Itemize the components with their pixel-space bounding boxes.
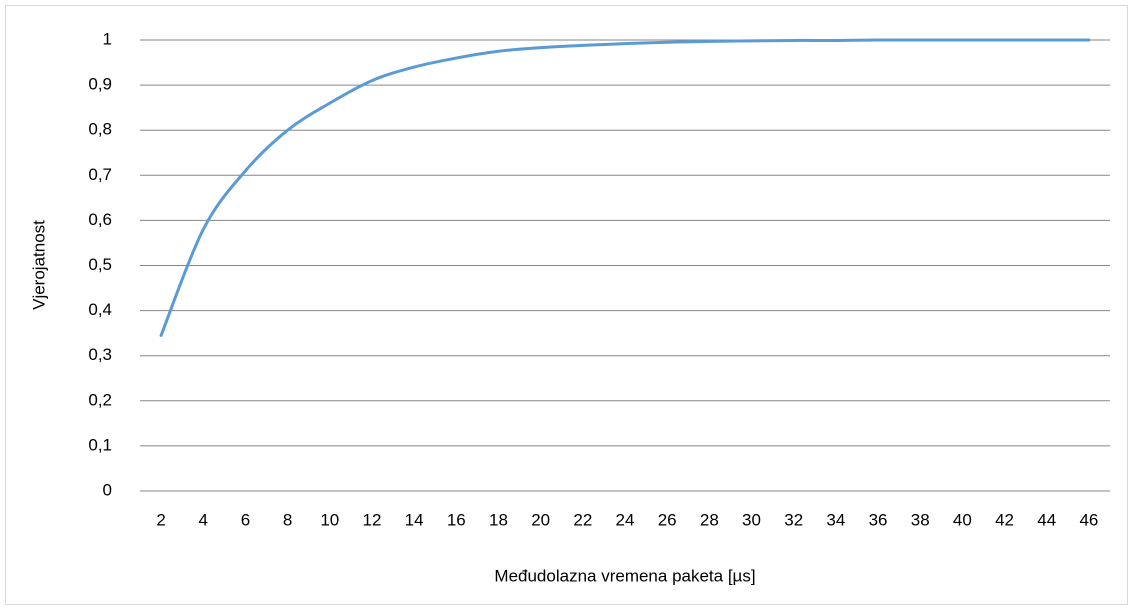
x-tick-label: 40 [953,510,972,529]
y-tick-label: 0,6 [88,210,112,229]
x-tick-label: 38 [911,510,930,529]
y-tick-label: 0,3 [88,345,112,364]
x-tick-label: 28 [700,510,719,529]
x-tick-label: 14 [405,510,424,529]
x-tick-label: 18 [489,510,508,529]
x-tick-label: 32 [784,510,803,529]
line-series [159,38,1091,337]
x-tick-label: 20 [531,510,550,529]
x-tick-label: 34 [826,510,845,529]
x-tick-label: 8 [283,510,292,529]
x-tick-label: 12 [362,510,381,529]
x-tick-label: 42 [995,510,1014,529]
y-tick-label: 0 [103,480,112,499]
x-tick-label: 30 [742,510,761,529]
x-tick-label: 16 [447,510,466,529]
x-tick-label: 44 [1037,510,1056,529]
x-tick-label: 22 [573,510,592,529]
y-tick-label: 0,7 [88,165,112,184]
x-tick-label: 10 [320,510,339,529]
x-tick-label: 24 [616,510,635,529]
x-tick-label: 46 [1079,510,1098,529]
y-tick-label: 0,5 [88,255,112,274]
x-tick-label: 6 [241,510,250,529]
y-tick-label: 0,4 [88,300,112,319]
x-tick-label: 2 [156,510,165,529]
y-tick-label: 0,9 [88,75,112,94]
y-tick-label: 0,2 [88,390,112,409]
x-axis-label: Međudolazna vremena paketa [µs] [494,566,755,585]
x-tick-label: 4 [199,510,208,529]
x-tick-label: 26 [658,510,677,529]
y-tick-label: 0,8 [88,120,112,139]
y-axis-label: Vjerojatnost [29,220,48,310]
x-tick-label: 36 [869,510,888,529]
chart-frame [5,5,1128,605]
y-tick-label: 1 [103,29,112,48]
y-tick-label: 0,1 [88,435,112,454]
